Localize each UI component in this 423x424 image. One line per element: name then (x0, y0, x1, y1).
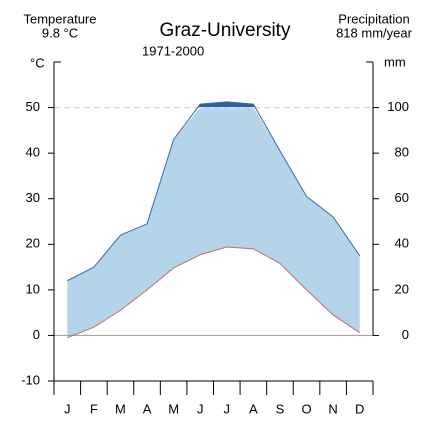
precip-header: Precipitation (338, 11, 410, 26)
x-tick-label: J (64, 401, 71, 416)
x-tick-label: N (328, 401, 337, 416)
y-tick-label: 30 (26, 190, 40, 205)
x-tick-label: J (197, 401, 204, 416)
y-tick-label: 20 (26, 236, 40, 251)
x-tick-label: M (168, 401, 179, 416)
precip-total: 818 mm/year (336, 25, 413, 40)
x-tick-label: A (143, 401, 152, 416)
y-tick-label: 40 (26, 145, 40, 160)
x-tick-label: D (355, 401, 364, 416)
x-tick-label: J (224, 401, 231, 416)
temperature-line (67, 246, 360, 339)
precipitation-line (67, 101, 361, 282)
x-tick-label: O (301, 401, 311, 416)
temp-mean: 9.8 °C (42, 25, 78, 40)
chart-subtitle: 1971-2000 (142, 43, 204, 58)
y-tick-label: 10 (26, 281, 40, 296)
y2-tick-label: 40 (395, 236, 409, 251)
chart-title: Graz-University (160, 20, 291, 41)
y-axis-label: °C (30, 55, 45, 70)
y2-tick-label: 100 (387, 99, 409, 114)
y2-tick-label: 60 (395, 190, 409, 205)
y2-tick-label: 20 (395, 281, 409, 296)
y2-tick-label: 80 (395, 145, 409, 160)
x-tick-label: A (249, 401, 258, 416)
y-tick-label: -10 (21, 372, 40, 387)
x-tick-label: M (115, 401, 126, 416)
y-tick-label: 50 (26, 99, 40, 114)
x-tick-label: S (276, 401, 285, 416)
x-tick-label: F (90, 401, 98, 416)
humid-area (67, 107, 360, 338)
temp-header: Temperature (24, 11, 97, 26)
y2-tick-label: 0 (402, 327, 409, 342)
y-tick-label: 0 (33, 327, 40, 342)
y2-axis-label: mm (384, 54, 406, 69)
